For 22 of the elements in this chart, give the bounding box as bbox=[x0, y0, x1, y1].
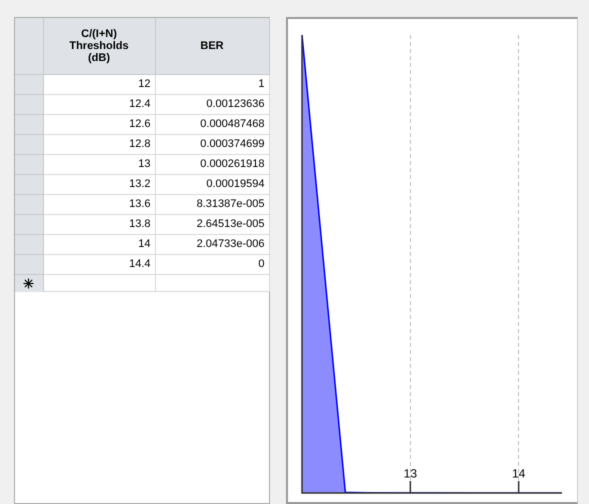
data-label: 0.00019594 bbox=[155, 174, 269, 194]
data-label: 8.31387e-005 bbox=[155, 194, 269, 214]
data-label: 0 bbox=[155, 254, 269, 274]
category-label: 13.8 bbox=[43, 214, 155, 234]
category-label: 13.2 bbox=[43, 174, 155, 194]
category-label: 12.8 bbox=[43, 134, 155, 154]
data-label: 0.00123636 bbox=[155, 94, 269, 114]
category-label: 14.4 bbox=[43, 254, 155, 274]
text: BER bbox=[155, 18, 269, 74]
data-label: 2.64513e-005 bbox=[155, 214, 269, 234]
category-label: 13 bbox=[43, 154, 155, 174]
data-label: 0.000374699 bbox=[155, 134, 269, 154]
text: C/(I+N) Thresholds (dB) bbox=[43, 18, 155, 74]
category-label: 12 bbox=[43, 74, 155, 94]
category-label: 12.6 bbox=[43, 114, 155, 134]
category-label: 12.4 bbox=[43, 94, 155, 114]
category-label: 13.6 bbox=[43, 194, 155, 214]
category-label: 14 bbox=[43, 234, 155, 254]
data-label: 1 bbox=[155, 74, 269, 94]
data-label: 0.000261918 bbox=[155, 154, 269, 174]
data-label: 0.000487468 bbox=[155, 114, 269, 134]
data-label: 2.04733e-006 bbox=[155, 234, 269, 254]
